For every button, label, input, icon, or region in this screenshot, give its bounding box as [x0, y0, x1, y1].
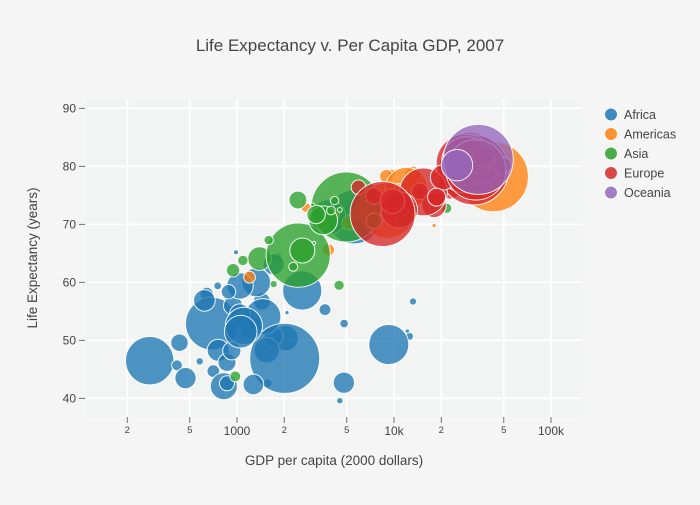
series-oceania — [440, 123, 514, 195]
legend-item-label: Africa — [624, 108, 656, 122]
bubble-yemen-rep-[interactable] — [288, 261, 299, 272]
x-tick-label: 100k — [538, 424, 565, 438]
legend-item-americas[interactable]: Americas — [604, 127, 677, 142]
legend-item-label: Asia — [624, 147, 648, 161]
x-tick-label: 5 — [501, 425, 506, 436]
bubble-swaziland[interactable] — [336, 397, 344, 405]
bubble-korea-dem-rep-[interactable] — [263, 234, 274, 246]
bubble-trinidad-and-tobago[interactable] — [431, 223, 437, 229]
bubble-zimbabwe[interactable] — [174, 367, 197, 390]
bubble-niger[interactable] — [193, 289, 216, 312]
bubble-comoros[interactable] — [233, 249, 239, 256]
legend-marker-americas — [604, 127, 618, 141]
legend-marker-asia — [604, 146, 618, 161]
legend: Africa Americas Asia Europe Oceania — [604, 107, 677, 200]
bubble-haiti[interactable] — [243, 270, 256, 284]
bubble-series — [125, 123, 529, 405]
legend-item-africa[interactable]: Africa — [604, 107, 657, 122]
bubble-togo[interactable] — [220, 284, 237, 300]
bubble-uganda[interactable] — [223, 314, 258, 349]
x-tick-label: 2 — [439, 425, 444, 436]
x-axis-title: GDP per capita (2000 dollars) — [245, 453, 423, 468]
bubble-gabon[interactable] — [408, 297, 418, 306]
legend-marker-europe — [604, 166, 618, 180]
y-tick-label: 70 — [63, 217, 77, 231]
bubble-turkey[interactable] — [349, 181, 416, 247]
bubble-gambia[interactable] — [213, 281, 223, 291]
y-tick-label: 90 — [63, 101, 77, 115]
y-tick-label: 50 — [63, 333, 77, 347]
x-tick-label: 2 — [125, 425, 130, 436]
bubble-cambodia[interactable] — [269, 280, 278, 289]
bubble-congo-dem-rep-[interactable] — [125, 336, 175, 386]
y-tick-label: 80 — [63, 159, 77, 173]
legend-item-europe[interactable]: Europe — [604, 166, 665, 181]
x-tick-label: 5 — [187, 425, 192, 436]
y-tick-label: 60 — [63, 275, 77, 289]
bubble-guinea-bissau[interactable] — [195, 357, 204, 366]
legend-item-label: Oceania — [624, 186, 671, 200]
legend-marker-oceania — [604, 185, 618, 200]
bubble-zambia[interactable] — [242, 373, 265, 396]
x-tick-label: 10k — [384, 424, 404, 438]
axis-tick-labels: 2 5 1000 2 5 10k 2 5 100k 40 50 60 70 80 90 — [63, 101, 565, 438]
legend-item-label: Europe — [624, 167, 664, 181]
bubble-sri-lanka[interactable] — [326, 205, 336, 216]
bubble-syria[interactable] — [329, 195, 340, 206]
y-axis-title: Life Expectancy (years) — [25, 187, 40, 328]
bubble-equatorial-guinea[interactable] — [404, 328, 410, 334]
bubble-south-africa[interactable] — [368, 324, 410, 365]
bubble-pakistan[interactable] — [289, 237, 316, 264]
x-tick-label: 1000 — [224, 424, 251, 438]
bubble-iraq[interactable] — [333, 279, 345, 291]
bubble-djibouti[interactable] — [284, 310, 290, 316]
bubble-new-zealand[interactable] — [440, 149, 474, 182]
chart-title: Life Expectancy v. Per Capita GDP, 2007 — [196, 36, 504, 55]
bubble-nepal[interactable] — [237, 254, 249, 267]
y-tick-label: 40 — [63, 391, 77, 405]
bubble-liberia[interactable] — [171, 359, 183, 372]
bubble-jordan[interactable] — [336, 207, 343, 213]
legend-marker-africa — [604, 107, 618, 122]
x-tick-label: 2 — [282, 425, 287, 436]
bubble-afghanistan[interactable] — [229, 370, 242, 383]
legend-item-oceania[interactable]: Oceania — [604, 185, 671, 200]
bubble-vietnam[interactable] — [288, 190, 308, 210]
bubble-slovak-republic[interactable] — [427, 187, 447, 207]
bubble-philippines[interactable] — [306, 204, 326, 225]
legend-item-asia[interactable]: Asia — [604, 146, 649, 161]
bubble-nigeria[interactable] — [249, 322, 321, 394]
bubble-congo-rep-[interactable] — [318, 303, 332, 317]
bubble-namibia[interactable] — [339, 318, 349, 329]
legend-item-label: Americas — [624, 128, 676, 142]
bubble-myanmar[interactable] — [225, 263, 241, 278]
gridlines — [86, 99, 582, 417]
bubble-angola[interactable] — [332, 371, 355, 394]
x-tick-label: 5 — [344, 425, 349, 436]
bubble-west-bank-and-gaza[interactable] — [310, 202, 315, 208]
axis-tick-marks — [79, 107, 552, 423]
bubble-burundi[interactable] — [170, 333, 189, 352]
